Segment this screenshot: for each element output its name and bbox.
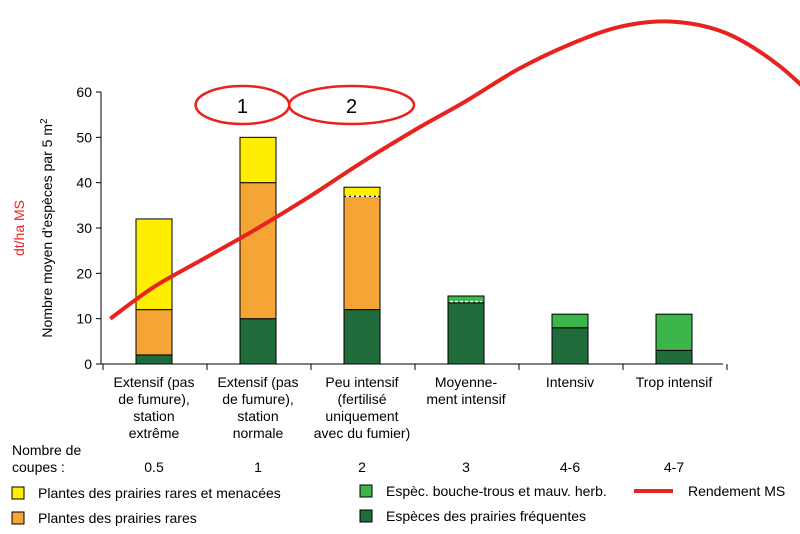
cuts-value: 2: [358, 459, 366, 475]
category-label: Peu intensif (fertilisé uniquement avec du …: [314, 374, 410, 441]
category-labels: Extensif (pas de fumure), station extrême Ex…: [114, 374, 713, 441]
y-tick-label: 0: [84, 356, 92, 372]
legend-swatch: [11, 486, 25, 500]
y-tick-label: 10: [76, 311, 92, 327]
legend: Plantes des prairies rares et menacées Pl…: [11, 483, 785, 526]
legend-swatch: [11, 511, 25, 525]
bar-segment: [343, 309, 381, 365]
bar-segment: [135, 354, 173, 365]
cuts-value: 0.5: [144, 459, 164, 475]
bar-segment: [239, 136, 277, 184]
legend-label: Plantes des prairies rares et menacées: [38, 485, 281, 501]
cuts-value: 1: [254, 459, 262, 475]
yield-line: [109, 19, 800, 321]
x-ticks: [102, 364, 728, 370]
zone-label: 2: [346, 96, 357, 118]
cuts-values: 0.5 1 2 3 4-6 4-7: [144, 459, 684, 475]
cuts-value: 3: [462, 459, 470, 475]
secondary-axis-label: dt/ha MS: [11, 200, 27, 256]
axes: 0 10 20 30 40 50 60: [76, 84, 728, 372]
category-label: Moyenne-ment intensif: [426, 374, 505, 407]
zone-ellipse: [287, 84, 416, 126]
legend-label: Espèces des prairies fréquentes: [386, 508, 586, 524]
cuts-label: Nombre de coupes :: [12, 442, 81, 475]
bar-segment: [239, 182, 277, 320]
category-label: Trop intensif: [636, 374, 713, 390]
bar-segment: [239, 318, 277, 365]
legend-label: Espèc. bouche-trous et mauv. herb.: [386, 483, 607, 499]
category-label: Intensiv: [546, 374, 594, 390]
y-tick-label: 40: [76, 175, 92, 191]
bar-segment: [551, 313, 589, 329]
y-ticks: 0 10 20 30 40 50 60: [76, 84, 101, 372]
legend-swatch: [359, 509, 373, 523]
category-label: Extensif (pas de fumure), station extrême: [114, 374, 195, 441]
bar-segment: [135, 309, 173, 356]
category-label: Extensif (pas de fumure), station normale: [218, 374, 299, 441]
cuts-value: 4-7: [664, 459, 684, 475]
bar-segment: [343, 195, 381, 311]
bar-segment: [655, 313, 693, 351]
y-axis-label: Nombre moyen d'espèces par 5 m2: [39, 118, 56, 338]
dashed-marks: [346, 195, 482, 303]
legend-swatch: [359, 484, 373, 498]
y-tick-label: 20: [76, 265, 92, 281]
legend-line-label: Rendement MS: [688, 483, 785, 499]
y-tick-label: 50: [76, 129, 92, 145]
bar-segment: [447, 302, 485, 365]
zone-label: 1: [237, 96, 248, 118]
cuts-label-text: Nombre de coupes :: [12, 442, 81, 475]
bar-segment: [655, 349, 693, 365]
bar-segment: [551, 327, 589, 365]
legend-label: Plantes des prairies rares: [38, 510, 197, 526]
cuts-value: 4-6: [560, 459, 580, 475]
y-tick-label: 60: [76, 84, 92, 100]
bar-segment: [343, 186, 381, 197]
bar-segment: [447, 295, 485, 304]
y-tick-label: 30: [76, 220, 92, 236]
